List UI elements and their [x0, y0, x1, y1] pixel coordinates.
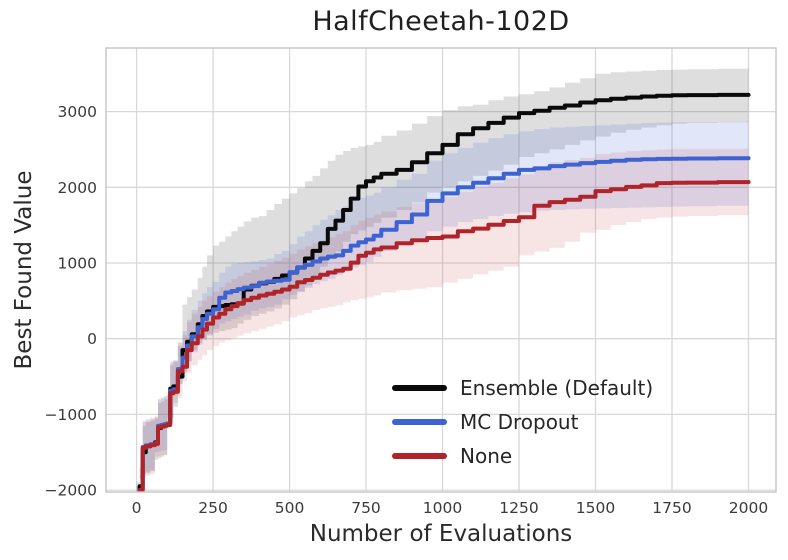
legend: Ensemble (Default) MC Dropout None: [392, 371, 653, 473]
y-axis-label: Best Found Value: [11, 170, 37, 370]
svg-text:1000: 1000: [58, 255, 97, 273]
legend-label-none: None: [460, 444, 513, 468]
legend-item-ensemble: Ensemble (Default): [392, 371, 653, 405]
svg-text:−2000: −2000: [45, 482, 97, 500]
svg-text:1500: 1500: [576, 499, 615, 517]
svg-text:1250: 1250: [499, 499, 538, 517]
svg-text:2000: 2000: [729, 499, 768, 517]
svg-text:1750: 1750: [652, 499, 691, 517]
svg-text:3000: 3000: [58, 103, 97, 121]
legend-swatch-ensemble: [392, 385, 447, 391]
legend-item-mc-dropout: MC Dropout: [392, 405, 653, 439]
svg-text:0: 0: [87, 330, 97, 348]
svg-text:0: 0: [132, 499, 142, 517]
svg-text:500: 500: [275, 499, 305, 517]
svg-text:−1000: −1000: [45, 406, 97, 424]
svg-text:750: 750: [351, 499, 381, 517]
svg-text:1000: 1000: [423, 499, 462, 517]
svg-text:250: 250: [198, 499, 228, 517]
legend-swatch-mc-dropout: [392, 419, 447, 425]
legend-label-mc-dropout: MC Dropout: [460, 410, 579, 434]
legend-item-none: None: [392, 439, 653, 473]
legend-swatch-none: [392, 453, 447, 459]
legend-label-ensemble: Ensemble (Default): [460, 376, 654, 400]
x-axis-label: Number of Evaluations: [309, 521, 573, 547]
chart-title: HalfCheetah-102D: [312, 6, 570, 37]
svg-text:2000: 2000: [58, 179, 97, 197]
